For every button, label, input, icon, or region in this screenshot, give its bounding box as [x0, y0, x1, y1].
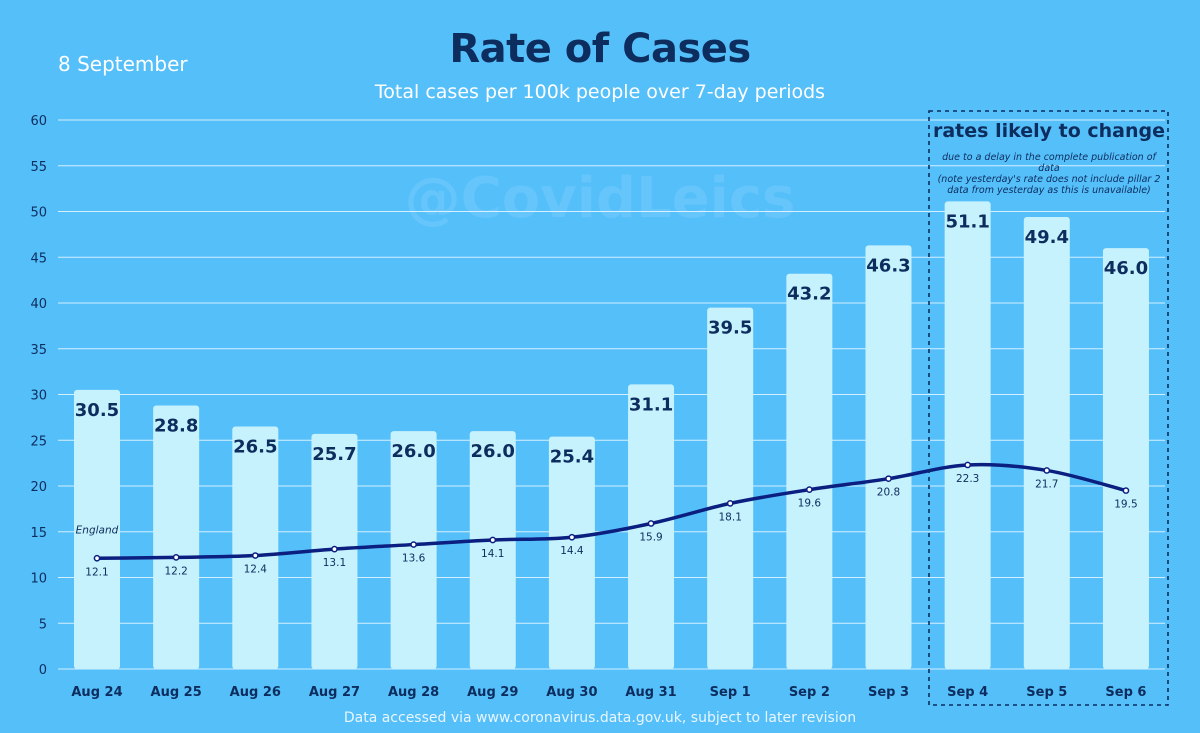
line-value-label: 12.2	[164, 565, 187, 577]
line-value-label: 22.3	[956, 473, 979, 485]
bar-value-label: 39.5	[708, 318, 752, 339]
line-value-label: 14.4	[560, 545, 584, 557]
line-value-label: 12.1	[85, 566, 108, 578]
bar-value-label: 49.4	[1025, 227, 1069, 248]
y-tick-label: 10	[30, 572, 47, 587]
bar	[548, 436, 595, 669]
bar-value-label: 25.4	[550, 447, 594, 468]
bar	[153, 405, 200, 669]
annotation-title: rates likely to change	[932, 120, 1165, 142]
line-value-label: 15.9	[639, 532, 662, 544]
bar	[74, 389, 120, 669]
highlight-box	[928, 110, 1169, 706]
line-point	[410, 541, 417, 548]
bar	[1102, 248, 1149, 669]
line-point	[647, 520, 655, 527]
label-layer: 30.5 Aug 24 28.8 Aug 25 26.5 Aug 26 25.7 Aug 27…	[71, 211, 1148, 700]
bar-value-label: 43.2	[787, 284, 831, 305]
line-value-label: 21.7	[1035, 478, 1058, 490]
line-value-label: 13.6	[402, 553, 426, 565]
bar	[390, 431, 437, 669]
x-tick-label: Sep 5	[1026, 685, 1067, 700]
y-tick-label: 20	[30, 480, 47, 495]
x-tick-label: Sep 4	[947, 685, 988, 700]
line-point	[251, 552, 259, 559]
line-value-label: 13.1	[323, 557, 346, 569]
x-tick-label: Sep 3	[868, 685, 909, 700]
x-tick-label: Sep 2	[789, 685, 830, 700]
bar	[469, 431, 516, 669]
x-tick-label: Aug 27	[309, 685, 360, 700]
x-tick-label: Sep 6	[1105, 685, 1146, 700]
bar-value-label: 46.3	[866, 255, 910, 276]
bar-value-label: 26.0	[391, 441, 435, 462]
annotation-note: due to a delay in the complete publicati…	[934, 152, 1164, 196]
bar-value-label: 26.0	[471, 441, 515, 462]
y-tick-label: 0	[39, 663, 47, 678]
bar-value-label: 28.8	[154, 415, 198, 436]
bar-value-label: 51.1	[945, 211, 989, 232]
x-tick-label: Aug 30	[546, 685, 597, 700]
bar-value-label: 46.0	[1104, 258, 1148, 279]
bar	[944, 201, 991, 669]
annotation-note-line: data from yesterday as this is unavailab…	[947, 185, 1151, 196]
chart-title: Rate of Cases	[449, 26, 751, 72]
annotation-note-line: due to a delay in the complete publicati…	[942, 152, 1156, 174]
line-value-label: 19.5	[1114, 499, 1137, 511]
line-value-label: 19.6	[798, 498, 822, 510]
x-tick-label: Aug 29	[467, 685, 518, 700]
line-value-label: 12.4	[244, 564, 268, 576]
line-point	[93, 554, 101, 562]
y-tick-label: 35	[30, 343, 47, 358]
y-tick-label: 60	[30, 114, 47, 129]
line-value-label: 14.1	[481, 548, 504, 560]
y-tick-label: 5	[39, 617, 47, 632]
x-tick-label: Aug 25	[151, 685, 202, 700]
y-tick-label: 45	[30, 251, 47, 266]
y-tick-label: 50	[30, 206, 47, 221]
bar	[786, 273, 833, 669]
bar	[232, 426, 279, 669]
bar-value-label: 25.7	[312, 444, 356, 465]
line-point	[489, 536, 497, 544]
line-point	[1043, 467, 1051, 474]
bar-value-label: 31.1	[629, 394, 673, 415]
line-point	[964, 461, 972, 469]
bar	[1023, 216, 1070, 670]
y-tick-label: 15	[30, 526, 47, 541]
x-tick-label: Aug 24	[71, 685, 122, 700]
grid-layer: 0 5 10 15 20 25 30 35 40 45 50 55 60	[30, 114, 1165, 678]
legend-england-label: England	[76, 524, 119, 536]
bar	[865, 245, 912, 670]
footer-source: Data accessed via www.coronavirus.data.g…	[343, 710, 857, 726]
bar	[707, 307, 754, 669]
line-value-label: 20.8	[877, 487, 900, 499]
watermark: @CovidLeics	[404, 166, 796, 231]
line-layer	[93, 461, 1130, 562]
y-tick-label: 30	[30, 389, 47, 404]
bar-value-label: 30.5	[75, 400, 119, 421]
y-tick-label: 55	[30, 160, 47, 175]
y-tick-label: 40	[30, 297, 47, 312]
bar-layer	[74, 201, 1149, 670]
x-tick-label: Sep 1	[710, 685, 751, 700]
line-point	[885, 475, 892, 483]
x-tick-label: Aug 28	[388, 685, 439, 700]
bar-value-label: 26.5	[233, 437, 277, 458]
line-point	[331, 545, 338, 553]
annotation-note-line: (note yesterday's rate does not include …	[937, 174, 1161, 185]
line-point	[568, 533, 576, 541]
x-tick-label: Aug 31	[625, 685, 676, 700]
date-label: 8 September	[58, 52, 188, 76]
line-point	[1122, 487, 1130, 494]
line-point	[172, 554, 180, 561]
line-point	[726, 500, 734, 507]
chart-subtitle: Total cases per 100k people over 7-day p…	[374, 81, 826, 103]
x-tick-label: Aug 26	[230, 685, 281, 700]
line-value-label: 18.1	[719, 511, 742, 523]
line-point	[806, 486, 813, 494]
y-tick-label: 25	[30, 434, 47, 449]
